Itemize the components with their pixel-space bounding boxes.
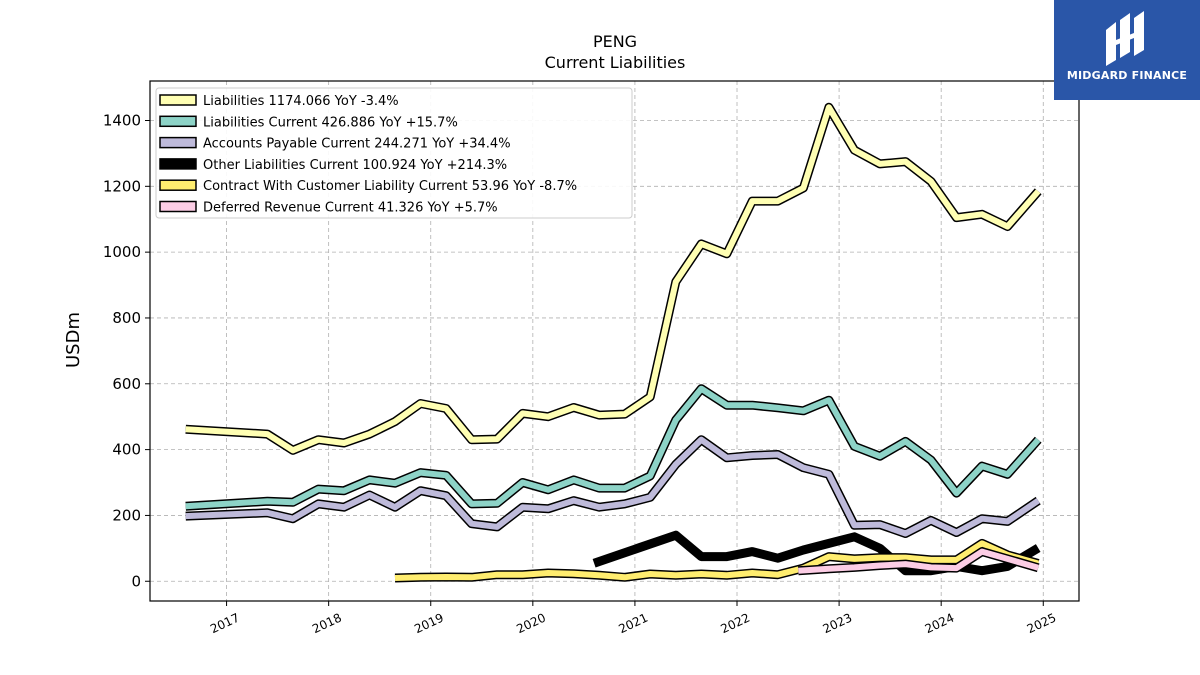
y-tick-label: 1000 — [103, 243, 141, 261]
x-tick-label: 2023 — [821, 611, 855, 637]
x-tick-label: 2022 — [719, 611, 753, 637]
plot-frame — [149, 80, 1080, 602]
y-tick-label: 400 — [112, 441, 141, 459]
y-tick-label: 200 — [112, 506, 141, 524]
legend-entry: Deferred Revenue Current 41.326 YoY +5.7… — [203, 201, 498, 216]
legend-entry: Other Liabilities Current 100.924 YoY +2… — [203, 158, 507, 173]
midgard-finance-logo: MIDGARD FINANCE — [1054, 0, 1200, 100]
legend-box — [155, 87, 633, 219]
y-tick-label: 1200 — [103, 177, 141, 195]
series-lines — [185, 102, 1042, 583]
legend-entry: Liabilities Current 426.886 YoY +15.7% — [203, 115, 458, 130]
series-line-0 — [185, 104, 1041, 454]
logo-text: MIDGARD FINANCE — [1066, 69, 1188, 82]
legend-swatch — [159, 158, 197, 170]
x-tick-label: 2021 — [616, 611, 650, 637]
x-axis-ticks: 2017 2018 2019 2020 2021 2022 2023 2024 2025 — [208, 601, 1058, 636]
legend-swatch — [159, 179, 197, 191]
y-tick-label: 1400 — [103, 111, 141, 129]
series-line-2 — [185, 436, 1040, 537]
series-line-4 — [394, 540, 1040, 581]
y-tick-label: 800 — [112, 309, 141, 327]
logo-mark-icon — [1106, 11, 1144, 66]
y-tick-label: 600 — [112, 375, 141, 393]
x-tick-label: 2019 — [412, 611, 446, 637]
series-line-1 — [185, 385, 1041, 510]
y-axis-ticks: 0 200 400 600 800 1000 1200 1400 — [103, 111, 150, 590]
series-line-3 — [592, 530, 1041, 576]
legend-swatch — [159, 94, 197, 106]
legend-swatch — [159, 115, 197, 128]
y-axis-label: USDm — [63, 312, 84, 368]
legend-entry: Contract With Customer Liability Current… — [203, 179, 577, 194]
legend-swatch — [159, 136, 197, 149]
legend-swatch — [159, 200, 197, 213]
x-tick-label: 2024 — [923, 611, 957, 637]
x-tick-label: 2018 — [310, 611, 344, 637]
x-tick-label: 2017 — [208, 611, 242, 637]
chart-title: PENG — [593, 32, 637, 51]
legend-entry: Accounts Payable Current 244.271 YoY +34… — [203, 137, 511, 152]
legend-entry: Liabilities 1174.066 YoY -3.4% — [203, 94, 399, 109]
x-tick-label: 2020 — [514, 611, 548, 637]
chart-subtitle: Current Liabilities — [545, 53, 686, 72]
series-line-5 — [798, 548, 1040, 574]
x-tick-label: 2025 — [1025, 611, 1059, 637]
legend: Liabilities 1174.066 YoY -3.4% Liabilitie… — [155, 87, 633, 219]
y-tick-label: 0 — [131, 572, 141, 590]
